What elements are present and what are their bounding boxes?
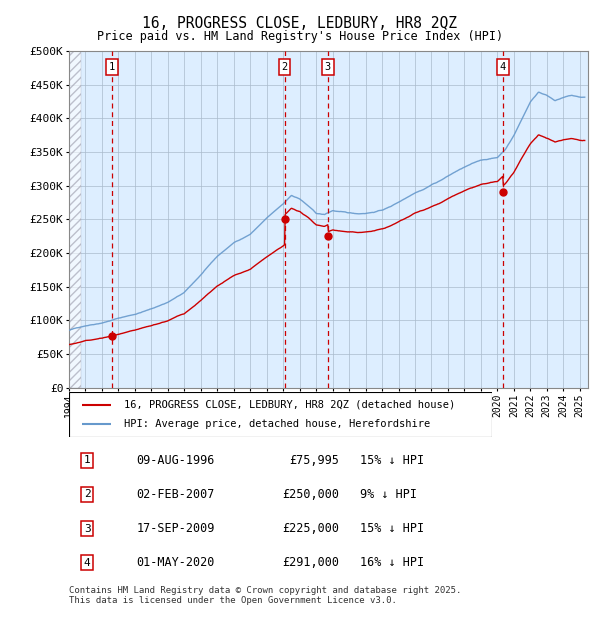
Text: 01-MAY-2020: 01-MAY-2020 [136,556,215,569]
Text: 16% ↓ HPI: 16% ↓ HPI [359,556,424,569]
Text: 16, PROGRESS CLOSE, LEDBURY, HR8 2QZ (detached house): 16, PROGRESS CLOSE, LEDBURY, HR8 2QZ (de… [124,399,455,410]
Text: 09-AUG-1996: 09-AUG-1996 [136,454,215,467]
Text: 15% ↓ HPI: 15% ↓ HPI [359,522,424,535]
Text: 1: 1 [109,62,115,72]
Text: 15% ↓ HPI: 15% ↓ HPI [359,454,424,467]
Text: 4: 4 [500,62,506,72]
Text: HPI: Average price, detached house, Herefordshire: HPI: Average price, detached house, Here… [124,419,430,430]
Text: Price paid vs. HM Land Registry's House Price Index (HPI): Price paid vs. HM Land Registry's House … [97,30,503,43]
Text: 17-SEP-2009: 17-SEP-2009 [136,522,215,535]
Text: 3: 3 [84,523,91,534]
Text: 3: 3 [325,62,331,72]
Text: £225,000: £225,000 [282,522,339,535]
FancyBboxPatch shape [69,392,492,437]
Text: 9% ↓ HPI: 9% ↓ HPI [359,488,416,501]
Text: £291,000: £291,000 [282,556,339,569]
Text: 02-FEB-2007: 02-FEB-2007 [136,488,215,501]
Text: £250,000: £250,000 [282,488,339,501]
Text: 2: 2 [84,489,91,500]
Text: 4: 4 [84,557,91,568]
Text: 16, PROGRESS CLOSE, LEDBURY, HR8 2QZ: 16, PROGRESS CLOSE, LEDBURY, HR8 2QZ [143,16,458,30]
Text: Contains HM Land Registry data © Crown copyright and database right 2025.
This d: Contains HM Land Registry data © Crown c… [69,586,461,605]
Text: 1: 1 [84,455,91,466]
Text: £75,995: £75,995 [289,454,339,467]
Text: 2: 2 [281,62,288,72]
